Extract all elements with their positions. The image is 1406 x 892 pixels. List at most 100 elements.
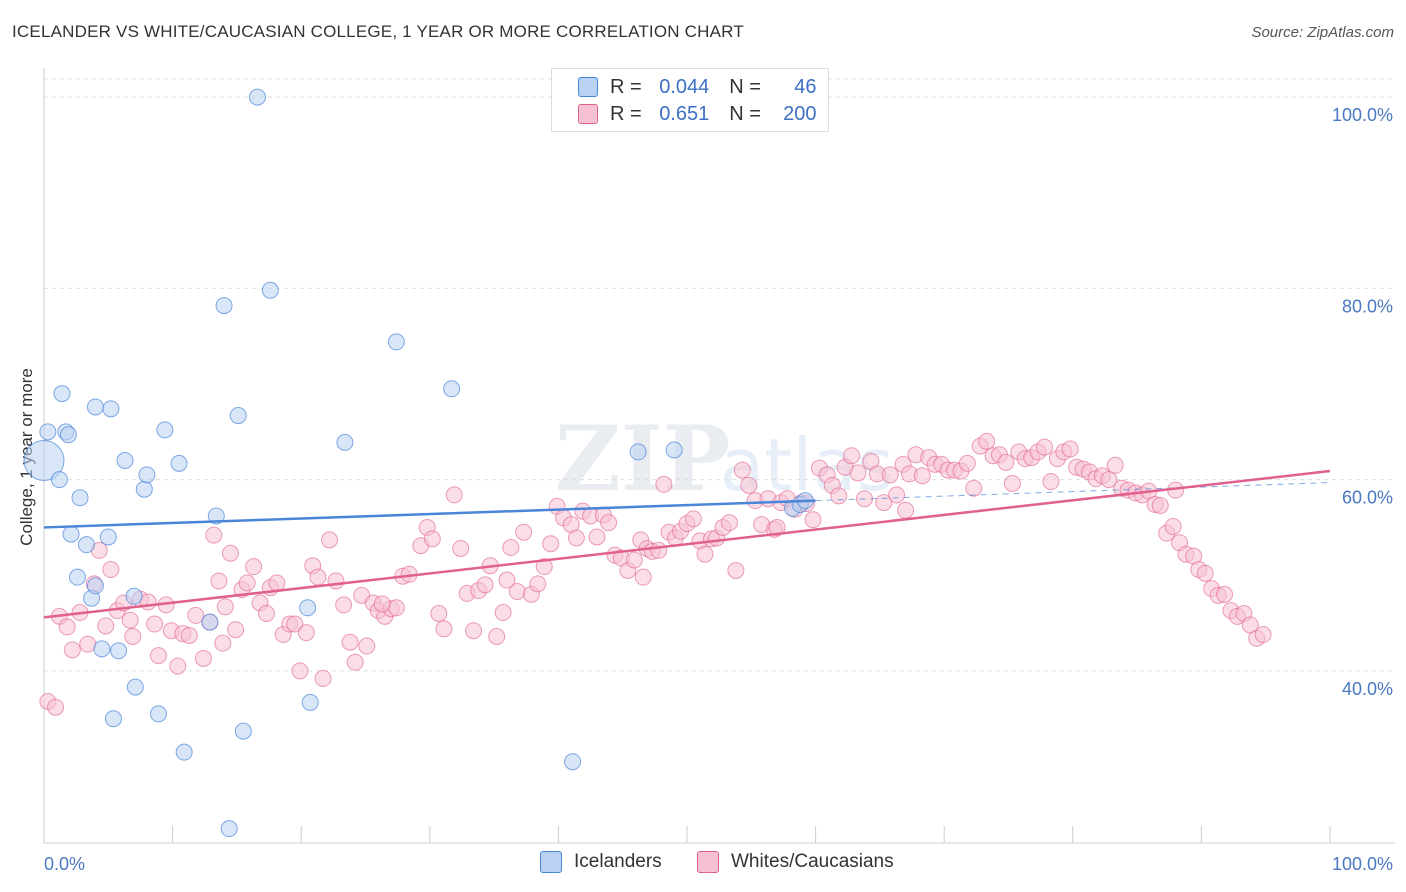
data-point-whites: [1216, 585, 1234, 603]
data-point-whites: [452, 539, 470, 557]
data-point-whites: [958, 454, 976, 472]
data-point-whites: [221, 544, 239, 562]
data-point-whites: [465, 622, 483, 640]
data-point-icelanders: [156, 421, 174, 439]
data-point-whites: [358, 637, 376, 655]
data-point-icelanders: [59, 426, 77, 444]
data-point-whites: [476, 576, 494, 594]
data-point-whites: [849, 464, 867, 482]
data-point-whites: [1196, 564, 1214, 582]
data-point-whites: [488, 627, 506, 645]
data-point-icelanders: [336, 433, 354, 451]
data-point-icelanders: [220, 820, 238, 838]
legend-n-value: 46: [794, 75, 817, 98]
data-point-whites: [600, 514, 618, 532]
trend-line-icelanders: [43, 499, 816, 529]
data-point-whites: [684, 510, 702, 528]
data-point-whites: [1100, 471, 1118, 489]
data-point-whites: [494, 604, 512, 622]
data-point-whites: [139, 593, 157, 611]
data-point-icelanders: [135, 480, 153, 498]
data-point-whites: [997, 453, 1015, 471]
data-point-whites: [346, 653, 364, 671]
data-point-whites: [978, 432, 996, 450]
data-point-whites: [1164, 517, 1182, 535]
data-point-icelanders: [93, 640, 111, 658]
data-point-icelanders: [201, 613, 219, 631]
data-point-icelanders: [71, 489, 89, 507]
data-point-icelanders: [62, 525, 80, 543]
data-point-whites: [529, 575, 547, 593]
data-point-whites: [897, 501, 915, 519]
legend-swatch-pink: [578, 104, 598, 124]
data-point-whites: [335, 596, 353, 614]
data-point-icelanders: [99, 528, 117, 546]
bottom-legend-whites: Whites/Caucasians: [697, 851, 894, 873]
data-point-whites: [740, 476, 758, 494]
data-point-whites: [515, 523, 533, 541]
data-point-whites: [102, 561, 120, 579]
data-point-whites: [498, 571, 516, 589]
data-point-whites: [535, 558, 553, 576]
legend-r-value: 0.044: [659, 75, 710, 98]
data-point-whites: [768, 518, 786, 536]
data-point-whites: [843, 447, 861, 465]
data-point-whites: [720, 514, 738, 532]
bottom-legend-swatch-blue: [540, 851, 562, 873]
tick-labels: 40.0% 60.0% 80.0% 100.0% 0.0% 100.0%: [44, 105, 1393, 874]
data-point-whites: [121, 611, 139, 629]
data-point-icelanders: [387, 333, 405, 351]
legend-box: R = 0.044 N = 46 R = 0.651 N = 200: [551, 68, 829, 132]
data-point-whites: [216, 598, 234, 616]
data-point-whites: [1106, 456, 1124, 474]
legend-n-value: 200: [783, 102, 817, 125]
trend-line-whites: [43, 469, 1331, 619]
bottom-legend-label-whites: Whites/Caucasians: [731, 851, 894, 872]
data-point-whites: [314, 670, 332, 688]
data-point-whites: [341, 633, 359, 651]
data-point-icelanders: [104, 710, 122, 728]
legend-row-whites: R = 0.651 N = 200: [578, 101, 817, 127]
data-point-icelanders: [50, 471, 68, 489]
data-point-icelanders: [248, 88, 266, 106]
data-point-icelanders: [301, 693, 319, 711]
legend-n-label: N =: [729, 102, 761, 125]
data-point-whites: [881, 466, 899, 484]
data-point-whites: [1254, 626, 1272, 644]
source-label: Source: ZipAtlas.com: [1251, 24, 1394, 41]
data-point-icelanders: [207, 507, 225, 525]
series-icelanders: [23, 88, 814, 838]
data-point-whites: [214, 634, 232, 652]
data-point-whites: [373, 595, 391, 613]
data-point-icelanders: [23, 440, 65, 481]
data-point-whites: [913, 467, 931, 485]
data-point-whites: [180, 626, 198, 644]
data-point-icelanders: [443, 380, 461, 398]
bottom-legend-label-icelanders: Icelanders: [574, 851, 662, 872]
y-tick-label: 100.0%: [1332, 105, 1393, 125]
data-point-whites: [63, 641, 81, 659]
data-point-icelanders: [110, 642, 128, 660]
data-point-whites: [309, 568, 327, 586]
data-point-icelanders: [564, 753, 582, 771]
data-point-whites: [210, 572, 228, 590]
data-point-whites: [1042, 473, 1060, 491]
x-tick-label: 0.0%: [44, 854, 85, 874]
data-point-whites: [297, 624, 315, 642]
data-point-whites: [320, 531, 338, 549]
data-point-whites: [268, 574, 286, 592]
data-point-whites: [1151, 496, 1169, 514]
data-point-whites: [655, 475, 673, 493]
data-point-whites: [727, 561, 745, 579]
legend-n-label: N =: [729, 75, 761, 98]
data-point-whites: [286, 615, 304, 633]
data-point-icelanders: [126, 678, 144, 696]
data-point-whites: [542, 535, 560, 553]
data-point-icelanders: [86, 398, 104, 416]
data-point-whites: [1036, 438, 1054, 456]
data-point-icelanders: [138, 466, 156, 484]
data-point-icelanders: [299, 599, 317, 617]
data-point-whites: [965, 479, 983, 497]
data-point-whites: [187, 606, 205, 624]
data-point-whites: [124, 627, 142, 645]
